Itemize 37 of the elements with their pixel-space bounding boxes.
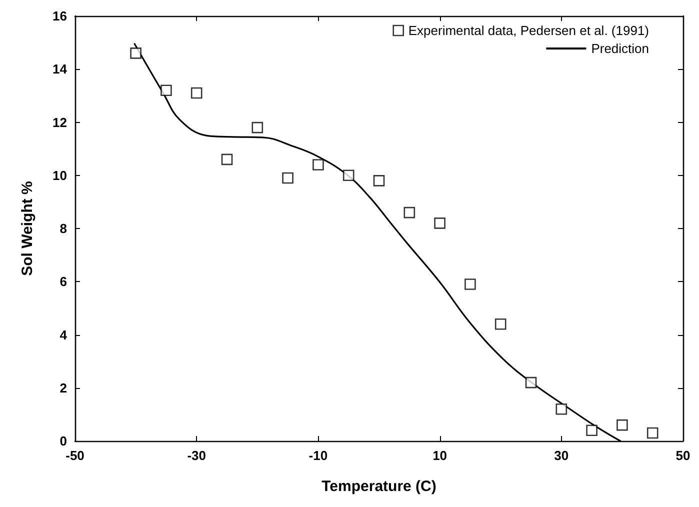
point	[282, 172, 294, 184]
x-tick-label: 50	[676, 448, 690, 463]
point	[190, 87, 202, 99]
y-tick-label: 6	[60, 274, 67, 290]
y-tick-label: 2	[60, 380, 67, 396]
point	[464, 278, 476, 290]
point	[616, 419, 628, 431]
y-tick-label: 0	[60, 434, 67, 448]
point	[160, 84, 172, 96]
point	[646, 427, 658, 439]
x-tick-label: -10	[308, 448, 328, 463]
y-tick-label: 12	[52, 114, 67, 130]
legend-label: Experimental data, Pedersen et al. (1991)	[408, 23, 649, 38]
point	[342, 170, 354, 182]
x-axis-title: Temperature (C)	[322, 478, 436, 495]
legend-label: Prediction	[591, 41, 650, 56]
y-tick-label: 4	[60, 327, 68, 342]
point	[525, 376, 537, 388]
point	[434, 218, 446, 229]
point	[556, 403, 568, 415]
x-tick-label: -30	[187, 448, 206, 463]
x-tick-label: -50	[66, 448, 84, 463]
point	[221, 154, 233, 166]
y-tick-label: 8	[60, 221, 67, 236]
point	[130, 48, 142, 59]
point	[252, 122, 264, 134]
y-tick-label: 10	[52, 168, 67, 183]
point	[312, 159, 324, 170]
x-tick-label: 30	[554, 448, 569, 463]
y-tick-label: 14	[52, 62, 68, 77]
point	[586, 424, 598, 436]
point	[494, 318, 506, 330]
y-tick-label: 16	[52, 8, 67, 24]
x-tick-label: 10	[432, 448, 448, 463]
y-axis-title: Sol Weight %	[19, 181, 36, 276]
point	[404, 206, 416, 218]
point	[373, 175, 385, 186]
